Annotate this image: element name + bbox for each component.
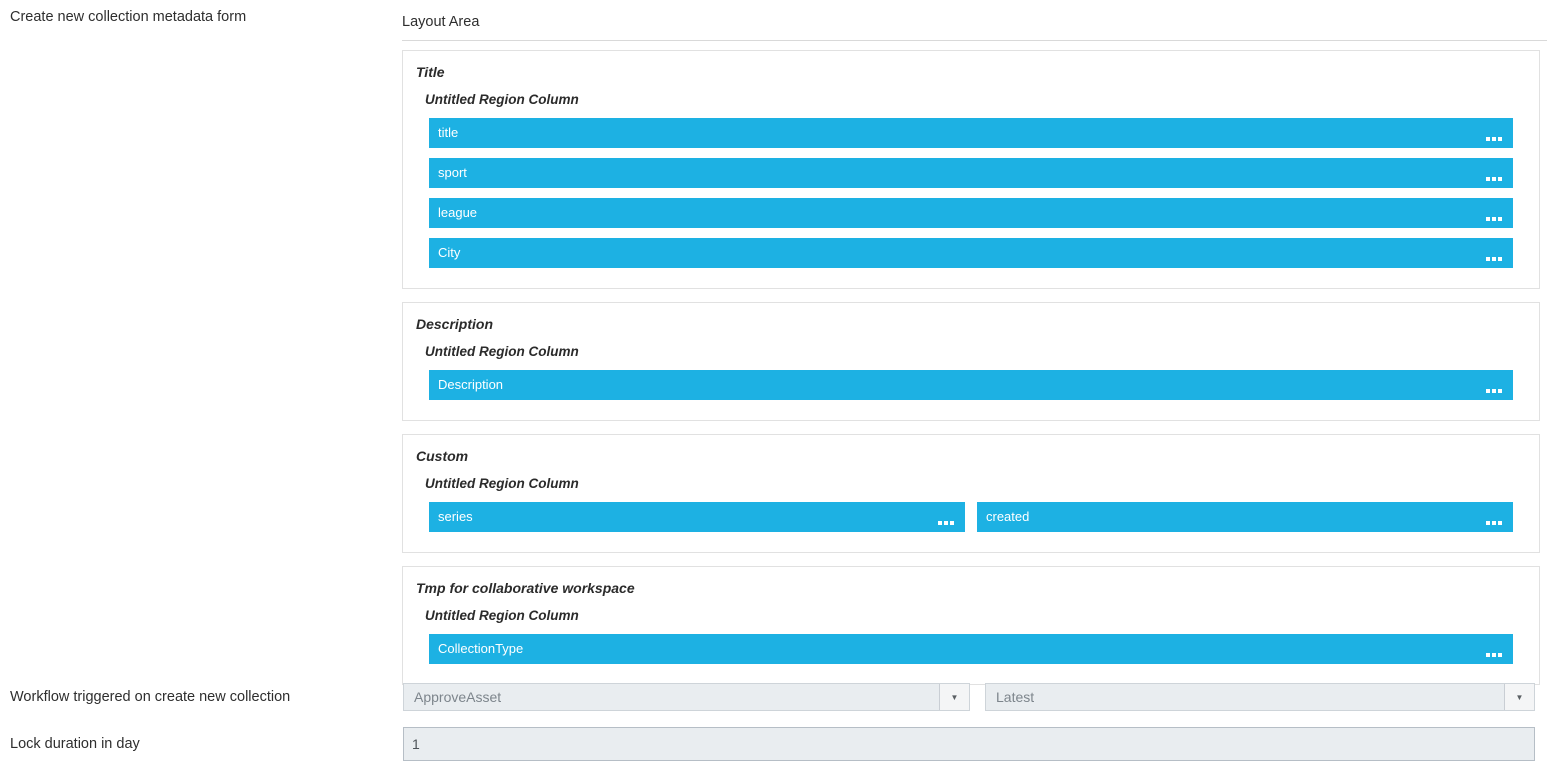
layout-area-label: Layout Area: [402, 14, 480, 30]
field-bar-label: City: [438, 245, 461, 260]
field-row: CollectionType: [429, 634, 1513, 664]
field-bar-sport[interactable]: sport: [429, 158, 1513, 188]
layout-area-divider: [402, 40, 1547, 41]
workflow-version-select-value: Latest: [996, 689, 1035, 705]
field-bar-label: CollectionType: [438, 641, 524, 656]
field-bar-title[interactable]: title: [429, 118, 1513, 148]
field-bar-league[interactable]: league: [429, 198, 1513, 228]
layout-section-description: Description Untitled Region Column Descrip…: [402, 302, 1540, 421]
region-column-label: Untitled Region Column: [425, 476, 579, 491]
section-title-label: Tmp for collaborative workspace: [416, 580, 635, 596]
drag-handle-icon[interactable]: [1486, 389, 1502, 393]
drag-handle-icon[interactable]: [1486, 137, 1502, 141]
drag-handle-icon[interactable]: [938, 521, 954, 525]
field-row: title: [429, 118, 1513, 148]
drag-handle-icon[interactable]: [1486, 521, 1502, 525]
field-bar-description[interactable]: Description: [429, 370, 1513, 400]
field-row: league: [429, 198, 1513, 228]
section-title-label: Custom: [416, 448, 469, 464]
field-bar-collectiontype[interactable]: CollectionType: [429, 634, 1513, 664]
dropdown-arrow-icon: ▼: [950, 692, 959, 702]
field-rows: series created: [429, 502, 1513, 532]
workflow-version-select-button[interactable]: ▼: [1504, 684, 1534, 710]
workflow-select-button[interactable]: ▼: [939, 684, 969, 710]
field-bar-label: created: [986, 509, 1030, 524]
workflow-version-select[interactable]: Latest ▼: [985, 683, 1535, 711]
field-row: series created: [429, 502, 1513, 532]
drag-handle-icon[interactable]: [1486, 177, 1502, 181]
field-row: Description: [429, 370, 1513, 400]
lock-duration-input[interactable]: [403, 727, 1535, 761]
field-row: sport: [429, 158, 1513, 188]
field-rows: Description: [429, 370, 1513, 400]
field-bar-series[interactable]: series: [429, 502, 965, 532]
workflow-select-value: ApproveAsset: [414, 689, 502, 705]
region-column-label: Untitled Region Column: [425, 344, 579, 359]
field-bar-label: series: [438, 509, 473, 524]
dropdown-arrow-icon: ▼: [1515, 692, 1524, 702]
drag-handle-icon[interactable]: [1486, 257, 1502, 261]
field-bar-label: title: [438, 125, 459, 140]
layout-section-title: Title Untitled Region Column title sport lea…: [402, 50, 1540, 289]
layout-section-custom: Custom Untitled Region Column series create…: [402, 434, 1540, 553]
drag-handle-icon[interactable]: [1486, 217, 1502, 221]
region-column-label: Untitled Region Column: [425, 608, 579, 623]
field-bar-label: Description: [438, 377, 504, 392]
field-bar-city[interactable]: City: [429, 238, 1513, 268]
field-rows: CollectionType: [429, 634, 1513, 664]
workflow-select[interactable]: ApproveAsset ▼: [403, 683, 970, 711]
drag-handle-icon[interactable]: [1486, 653, 1502, 657]
field-bar-created[interactable]: created: [977, 502, 1513, 532]
field-bar-label: sport: [438, 165, 467, 180]
layout-section-tmp-for-collaborative-workspace: Tmp for collaborative workspace Untitled …: [402, 566, 1540, 685]
field-row: City: [429, 238, 1513, 268]
section-title-label: Title: [416, 64, 445, 80]
form-section-label: Create new collection metadata form: [10, 9, 247, 25]
workflow-trigger-label: Workflow triggered on create new collect…: [10, 689, 291, 705]
field-rows: title sport league City: [429, 118, 1513, 268]
section-title-label: Description: [416, 316, 494, 332]
lock-duration-label: Lock duration in day: [10, 736, 140, 752]
region-column-label: Untitled Region Column: [425, 92, 579, 107]
layout-sections-container: Title Untitled Region Column title sport lea…: [402, 50, 1540, 698]
field-bar-label: league: [438, 205, 478, 220]
